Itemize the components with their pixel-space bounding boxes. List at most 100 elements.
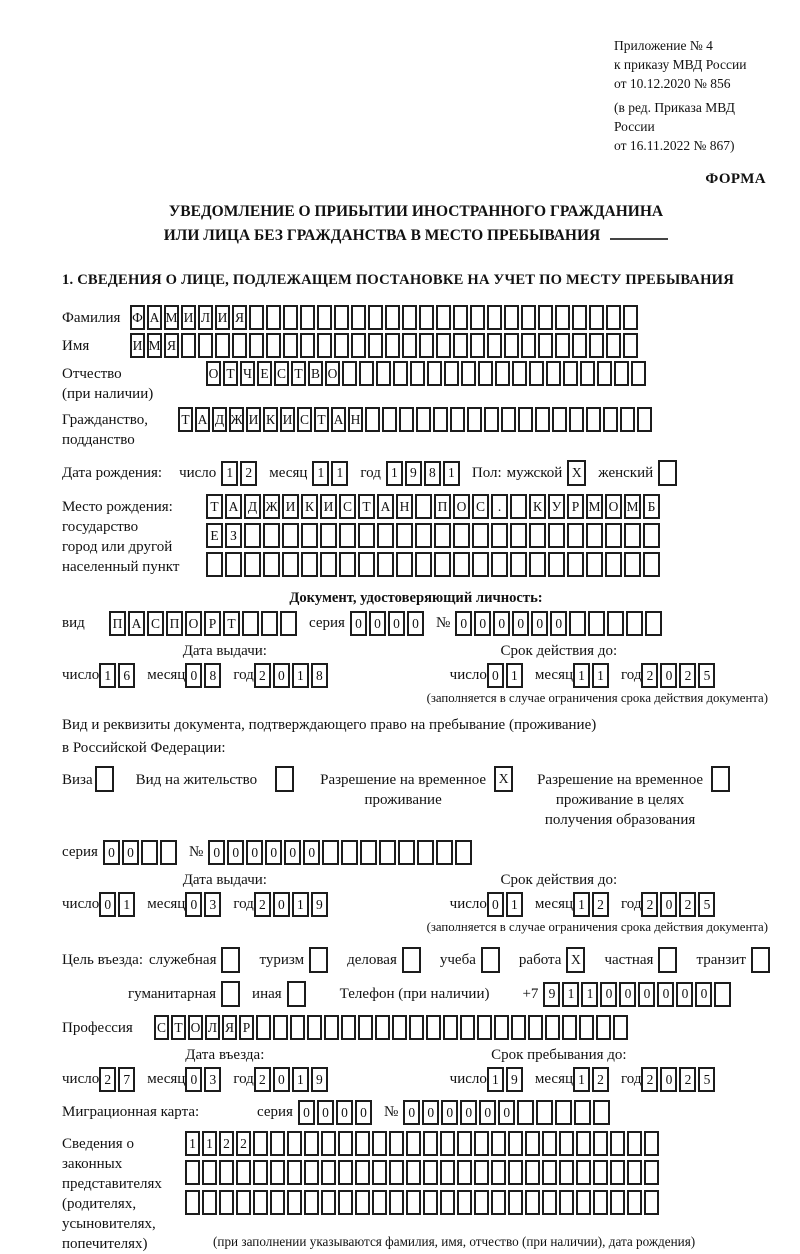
- char-box: [614, 361, 629, 386]
- identity-doc-heading: Документ, удостоверяющий личность:: [289, 590, 543, 606]
- char-box: Т: [291, 361, 306, 386]
- char-box: 2: [592, 1067, 609, 1092]
- char-box: [358, 523, 375, 548]
- amendment-line: (в ред. Приказа МВД России: [614, 100, 735, 134]
- char-box: [504, 333, 519, 358]
- sex-label: Пол:: [471, 464, 502, 481]
- char-box: Т: [223, 611, 240, 636]
- char-box: 0: [695, 981, 713, 1007]
- temp-residence-label-line: проживание: [364, 792, 442, 808]
- representatives-label-line: (родителях,: [62, 1196, 137, 1212]
- char-box: [477, 1015, 492, 1040]
- char-box: [355, 1190, 370, 1215]
- char-box: [525, 1190, 540, 1215]
- char-box: [562, 1015, 577, 1040]
- amendment-line: от 16.11.2022 № 867): [614, 138, 735, 153]
- char-box: И: [215, 305, 230, 330]
- char-box: [624, 552, 641, 577]
- char-box: [339, 523, 356, 548]
- char-box: [436, 333, 451, 358]
- form-title-line1: УВЕДОМЛЕНИЕ О ПРИБЫТИИ ИНОСТРАННОГО ГРАЖ…: [168, 203, 664, 220]
- char-box: [572, 305, 587, 330]
- year-label: год: [621, 1071, 642, 1087]
- char-box: 0: [455, 611, 473, 636]
- char-box: [415, 552, 432, 577]
- annex-reference-block: Приложение № 4 к приказу МВД России от 1…: [614, 36, 770, 155]
- char-box: 1: [505, 663, 523, 688]
- char-box: [253, 1190, 268, 1215]
- purpose-transit: транзит: [696, 947, 770, 973]
- char-box: О: [188, 1015, 203, 1040]
- doc-expiry-title: Срок действия до:: [500, 643, 618, 659]
- char-box: [623, 305, 638, 330]
- char-box: [472, 523, 489, 548]
- char-box: [410, 361, 425, 386]
- purpose-humanitarian-checkbox: [221, 981, 241, 1007]
- char-box: 2: [641, 663, 659, 688]
- year-label: год: [233, 1071, 254, 1087]
- char-box: [569, 407, 584, 432]
- purpose-official-checkbox: [221, 947, 241, 973]
- char-box: 2: [253, 1067, 271, 1092]
- char-box: [266, 305, 281, 330]
- char-box: [321, 1190, 336, 1215]
- char-box: [341, 1015, 356, 1040]
- purpose-private-checkbox: [658, 947, 678, 973]
- char-box: [576, 1160, 591, 1185]
- char-box: И: [320, 494, 337, 519]
- char-box: [637, 407, 652, 432]
- char-box: [219, 1160, 234, 1185]
- char-box: [589, 305, 604, 330]
- char-box: [406, 1190, 421, 1215]
- char-box: [282, 523, 299, 548]
- char-box: [317, 333, 332, 358]
- year-label: год: [621, 667, 642, 683]
- char-box: Н: [396, 494, 413, 519]
- temp-residence-edu-label-line: проживание в целях: [555, 792, 685, 808]
- char-box: [321, 1160, 336, 1185]
- char-box: [393, 361, 408, 386]
- char-box: [389, 1190, 404, 1215]
- char-box: О: [185, 611, 202, 636]
- char-box: [529, 552, 546, 577]
- char-box: [236, 1160, 251, 1185]
- char-box: М: [586, 494, 603, 519]
- char-box: [470, 305, 485, 330]
- char-box: [586, 407, 601, 432]
- char-box: [491, 1160, 506, 1185]
- char-box: [287, 1131, 302, 1156]
- purpose-label: туризм: [259, 951, 305, 968]
- purpose-study: учеба: [440, 947, 500, 973]
- char-box: [334, 305, 349, 330]
- visa-checkbox: [94, 766, 114, 792]
- char-box: К: [529, 494, 546, 519]
- month-label: месяц: [534, 667, 573, 683]
- residence-expiry-note: (заполняется в случае ограничения срока …: [426, 920, 768, 934]
- char-box: 8: [310, 663, 328, 688]
- char-box: А: [377, 494, 394, 519]
- char-box: [355, 1131, 370, 1156]
- char-box: С: [154, 1015, 169, 1040]
- char-box: [478, 361, 493, 386]
- day-label: число: [62, 667, 100, 683]
- char-box: Ж: [263, 494, 280, 519]
- char-box: [385, 333, 400, 358]
- char-box: [510, 494, 527, 519]
- migration-card-label: Миграционная карта:: [62, 1104, 200, 1120]
- birth-place-label-line: город или другой: [62, 539, 173, 555]
- char-box: [376, 361, 391, 386]
- purpose-tourism-checkbox: [309, 947, 329, 973]
- char-box: 0: [335, 1100, 353, 1125]
